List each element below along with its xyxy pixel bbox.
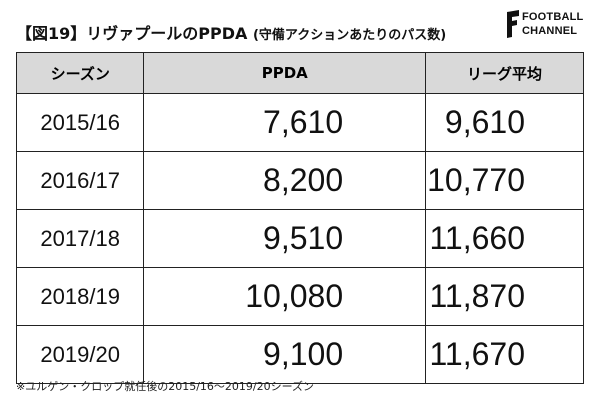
- table-row: 2017/18 9,510 11,660: [15, 209, 584, 268]
- table-cell: 11,670: [425, 325, 584, 384]
- table-body: 2015/16 7,610 9,610 2016/17 8,200 10,770 2017/…: [15, 93, 584, 384]
- table-cell: 9,510: [143, 209, 427, 268]
- table-cell: 9,100: [143, 325, 427, 384]
- subtitle: (守備アクションあたりのパス数): [252, 28, 447, 43]
- table-row: 2019/20 9,100 11,670: [15, 325, 584, 384]
- logo-icon: [507, 10, 519, 38]
- logo-text: CHANNEL: [522, 25, 578, 37]
- table-cell: 2016/17: [15, 151, 145, 210]
- table-cell: 2015/16: [15, 93, 145, 152]
- table-cell: 11,870: [425, 267, 584, 326]
- column-header: PPDA: [143, 52, 427, 94]
- logo-text: FOOTBALL: [522, 11, 584, 23]
- column-header: シーズン: [15, 52, 145, 94]
- table-row: 2016/17 8,200 10,770: [15, 151, 584, 210]
- logo: FOOTBALL CHANNEL: [506, 8, 596, 42]
- table-row: 2018/19 10,080 11,870: [15, 267, 584, 326]
- table-cell: 9,610: [425, 93, 584, 152]
- title-block: 【図19】リヴァプールのPPDA (守備アクションあたりのパス数): [16, 20, 446, 44]
- table-cell: 2018/19: [15, 267, 145, 326]
- table-cell: 8,200: [143, 151, 427, 210]
- header-row: シーズン PPDA リーグ平均: [15, 52, 584, 94]
- footnote: ※ユルゲン・クロップ就任後の2015/16〜2019/20シーズン: [16, 380, 315, 393]
- table-cell: 11,660: [425, 209, 584, 268]
- table-cell: 10,770: [425, 151, 584, 210]
- table-cell: 2017/18: [15, 209, 145, 268]
- table-row: 2015/16 7,610 9,610: [15, 93, 584, 152]
- title: 【図19】リヴァプールのPPDA: [16, 24, 248, 43]
- column-header: リーグ平均: [425, 52, 584, 94]
- table-cell: 10,080: [143, 267, 427, 326]
- table-cell: 2019/20: [15, 325, 145, 384]
- table-cell: 7,610: [143, 93, 427, 152]
- data-table: シーズン PPDA リーグ平均 2015/16 7,610 9,610 2016/17 8,…: [15, 52, 584, 384]
